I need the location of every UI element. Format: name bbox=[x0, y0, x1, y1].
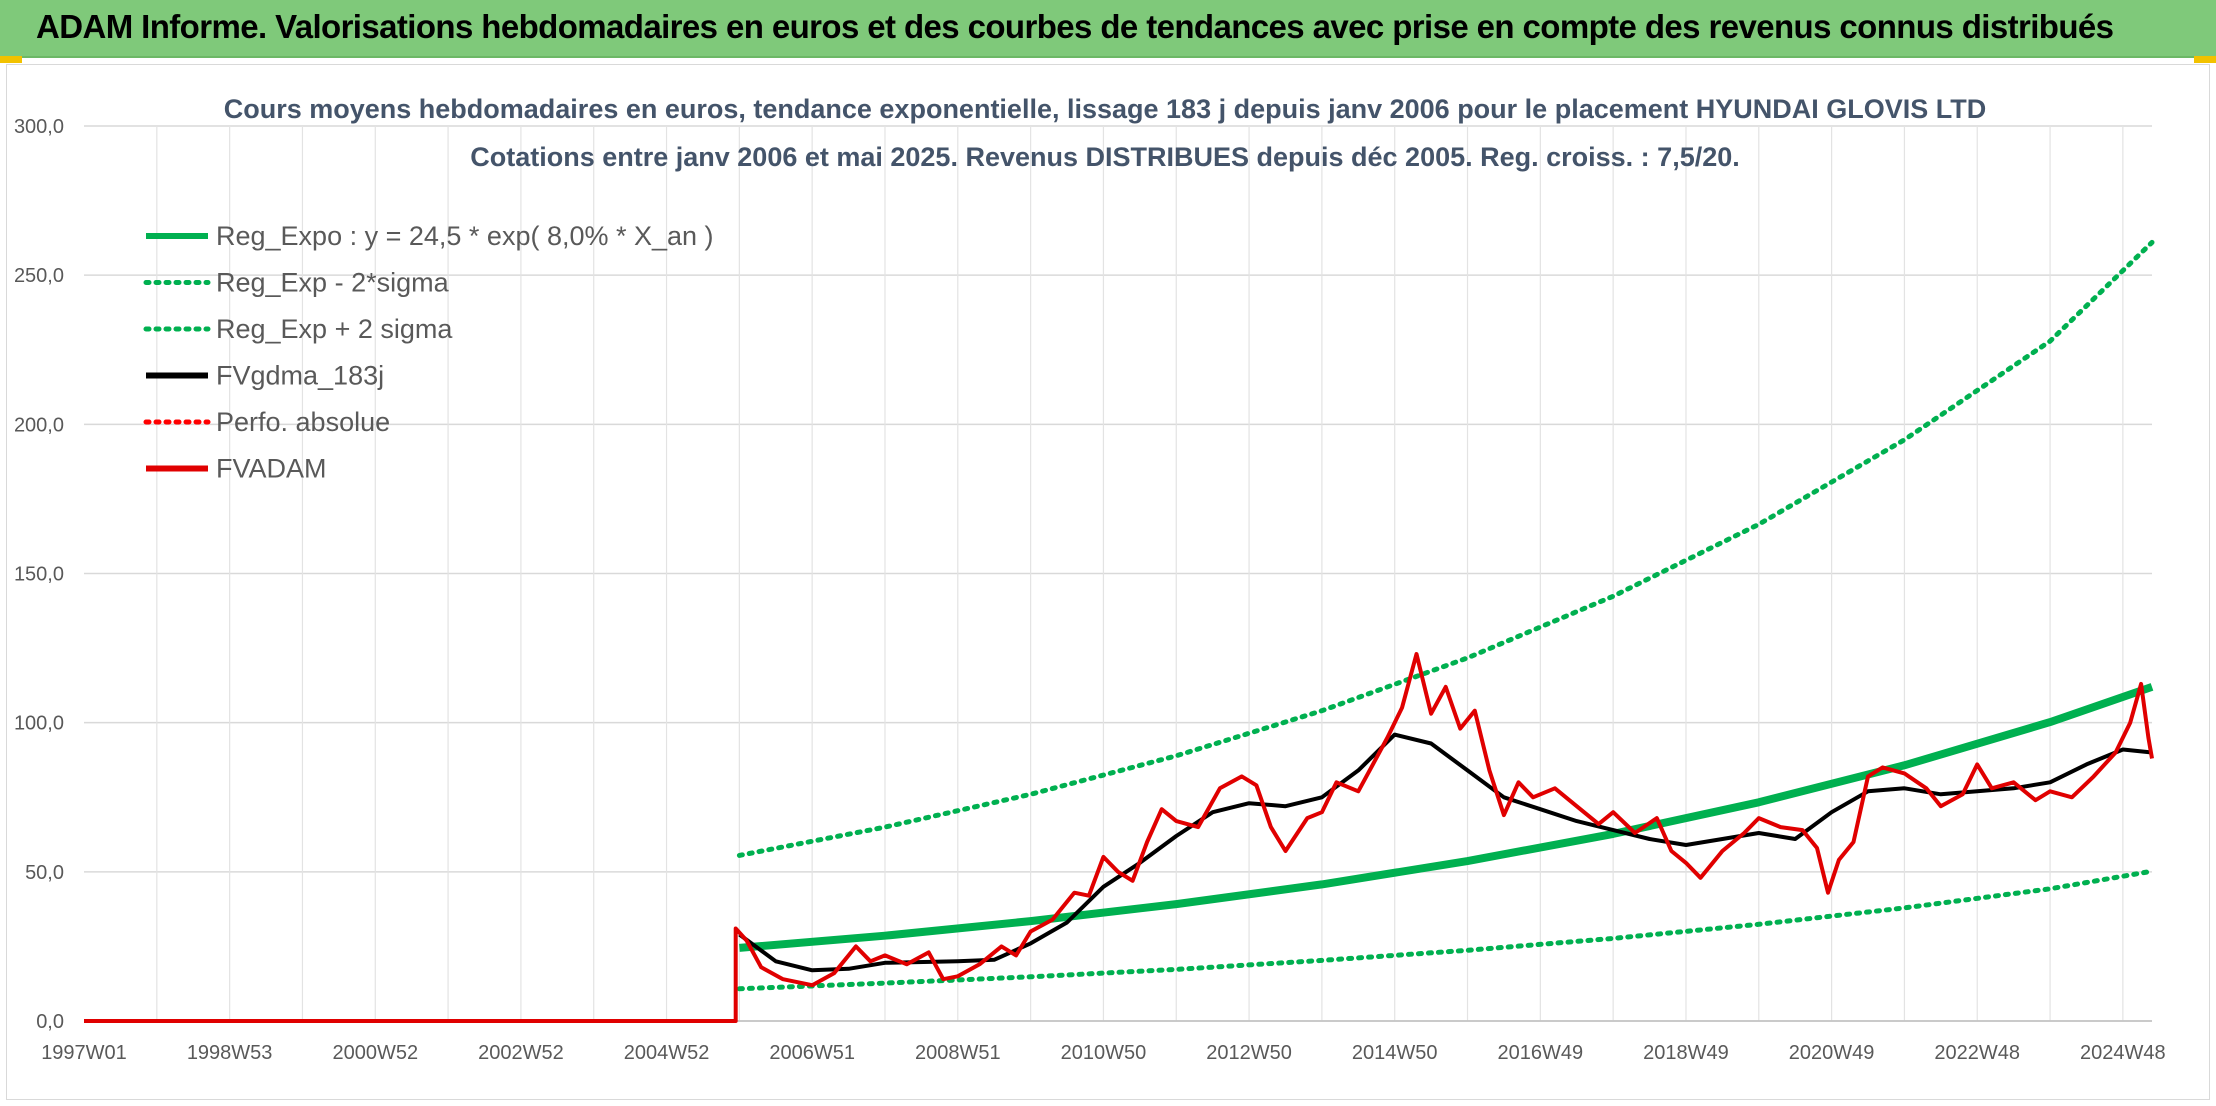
report-title: ADAM Informe. Valorisations hebdomadaire… bbox=[36, 8, 2114, 45]
y-tick-label: 50,0 bbox=[25, 862, 64, 884]
y-tick-label: 0,0 bbox=[36, 1011, 64, 1033]
x-tick-label: 2020W49 bbox=[1789, 1042, 1875, 1064]
legend-label: Perfo. absolue bbox=[216, 407, 390, 437]
series-line-2 bbox=[736, 868, 2155, 992]
x-tick-label: 2004W52 bbox=[624, 1042, 710, 1064]
legend: Reg_Expo : y = 24,5 * exp( 8,0% * X_an )… bbox=[143, 221, 714, 484]
x-tick-label: 2014W50 bbox=[1352, 1042, 1438, 1064]
chart-area bbox=[6, 64, 2210, 1100]
legend-label: FVADAM bbox=[216, 454, 327, 484]
series-lines bbox=[84, 239, 2155, 1023]
x-tick-label: 1998W53 bbox=[187, 1042, 273, 1064]
report-banner: ADAM Informe. Valorisations hebdomadaire… bbox=[0, 0, 2216, 58]
x-tick-label: 2006W51 bbox=[769, 1042, 855, 1064]
y-tick-label: 100,0 bbox=[14, 713, 64, 735]
x-tick-label: 2010W50 bbox=[1061, 1042, 1147, 1064]
series-line-6 bbox=[84, 652, 2154, 1023]
chart-title-line1: Cours moyens hebdomadaires en euros, ten… bbox=[224, 94, 1987, 124]
legend-label: FVgdma_183j bbox=[216, 361, 384, 391]
x-tick-label: 2022W48 bbox=[1934, 1042, 2020, 1064]
corner-mark-left bbox=[0, 56, 22, 63]
x-tick-label: 2012W50 bbox=[1206, 1042, 1292, 1064]
chart-title-line2: Cotations entre janv 2006 et mai 2025. R… bbox=[470, 142, 1740, 172]
legend-label: Reg_Expo : y = 24,5 * exp( 8,0% * X_an ) bbox=[216, 221, 714, 251]
series-line-3 bbox=[736, 239, 2155, 858]
gridlines bbox=[84, 125, 2152, 1022]
x-tick-label: 2018W49 bbox=[1643, 1042, 1729, 1064]
x-tick-label: 2000W52 bbox=[332, 1042, 418, 1064]
x-tick-label: 1997W01 bbox=[41, 1042, 127, 1064]
y-tick-label: 300,0 bbox=[14, 116, 64, 138]
corner-mark-right bbox=[2194, 56, 2216, 63]
x-tick-label: 2008W51 bbox=[915, 1042, 1001, 1064]
x-tick-label: 2024W48 bbox=[2080, 1042, 2166, 1064]
y-axis-ticks: 0,0 50,0 100,0 150,0 200,0 250,0 300,0 bbox=[14, 116, 64, 1033]
y-tick-label: 250,0 bbox=[14, 265, 64, 287]
y-tick-label: 200,0 bbox=[14, 414, 64, 436]
y-tick-label: 150,0 bbox=[14, 564, 64, 586]
x-tick-label: 2002W52 bbox=[478, 1042, 564, 1064]
x-tick-label: 2016W49 bbox=[1498, 1042, 1584, 1064]
series-line-4 bbox=[738, 732, 2153, 973]
series-line-1 bbox=[739, 683, 2154, 952]
legend-label: Reg_Exp + 2 sigma bbox=[216, 314, 453, 344]
x-axis-ticks: 1997W01 1998W53 2000W52 2002W52 2004W52 2006W… bbox=[41, 1042, 2165, 1064]
legend-label: Reg_Exp - 2*sigma bbox=[216, 268, 450, 298]
